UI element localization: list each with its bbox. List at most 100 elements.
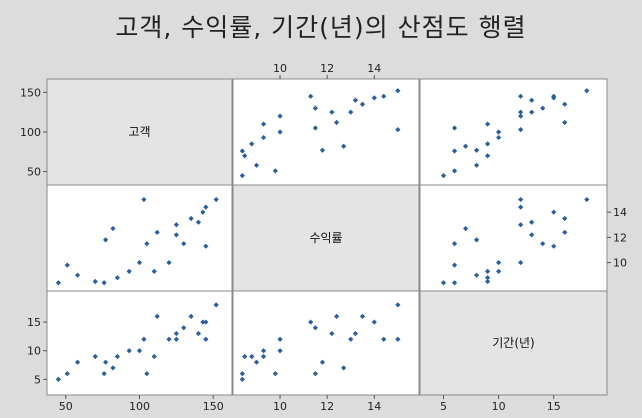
- scatter-point: [55, 280, 62, 286]
- scatter-point: [341, 143, 347, 149]
- scatter-point: [473, 147, 480, 153]
- tick-label: 50: [59, 400, 73, 413]
- scatter-point: [319, 147, 326, 153]
- scatter-point: [562, 101, 568, 107]
- variable-label: 기간(년): [492, 336, 534, 350]
- scatter-point: [312, 371, 318, 377]
- scatter-point: [253, 162, 260, 168]
- scatter-point: [92, 353, 98, 360]
- scatter-point: [395, 88, 401, 94]
- scatter-point: [312, 325, 318, 331]
- scatter-point: [451, 241, 458, 247]
- panel-1-0: [46, 184, 233, 292]
- scatter-point: [371, 319, 377, 325]
- scatter-point: [188, 313, 194, 319]
- scatter-point: [277, 336, 283, 342]
- scatter-point: [562, 229, 568, 235]
- scatter-point: [551, 93, 557, 99]
- scatter-point: [319, 359, 326, 365]
- tick-label: 100: [129, 400, 150, 413]
- scatter-point: [496, 134, 502, 141]
- scatter-point: [181, 325, 187, 331]
- scatter-point: [151, 268, 157, 274]
- tick-label: 14: [613, 206, 627, 219]
- scatter-point: [101, 371, 107, 377]
- scatter-point: [195, 330, 202, 337]
- scatter-point: [173, 330, 179, 337]
- scatter-point: [451, 280, 458, 286]
- scatter-point: [277, 129, 283, 135]
- scatter-point: [308, 319, 314, 325]
- tick-label: 10: [273, 400, 287, 413]
- tick-label: 14: [367, 400, 381, 413]
- scatter-point: [64, 371, 70, 377]
- scatter-point: [200, 319, 206, 325]
- scatter-point: [203, 336, 209, 342]
- panel-2-0: [46, 290, 233, 396]
- scatter-point: [242, 353, 248, 360]
- scatter-point: [485, 141, 491, 147]
- scatter-point: [395, 127, 401, 133]
- scatter-point: [395, 302, 401, 308]
- tick-label: 5: [440, 400, 447, 413]
- scatter-point: [473, 162, 480, 168]
- tick-label: 5: [34, 373, 41, 386]
- tick-label: 150: [20, 86, 41, 99]
- scatter-point: [440, 280, 447, 286]
- scatter-point: [540, 105, 546, 111]
- scatter-point: [239, 148, 245, 154]
- scatter-point: [213, 302, 219, 308]
- panel-0-2: [419, 78, 608, 186]
- scatter-point: [144, 241, 150, 247]
- scatter-point: [102, 237, 109, 243]
- scatter-point: [213, 196, 219, 203]
- scatter-point: [260, 348, 267, 354]
- scatter-point: [136, 259, 143, 266]
- scatter-point: [562, 119, 568, 126]
- scatter-point: [74, 359, 81, 365]
- tick-label: 10: [613, 257, 627, 270]
- scatter-point: [126, 348, 132, 354]
- panel-0-0: [46, 78, 233, 186]
- scatter-point: [451, 125, 458, 131]
- scatter-point: [101, 280, 107, 286]
- scatter-point: [540, 241, 546, 247]
- scatter-point: [239, 173, 245, 179]
- scatter-point: [154, 313, 160, 319]
- tick-label: 15: [27, 316, 41, 329]
- scatter-point: [381, 93, 387, 99]
- scatter-point: [551, 243, 557, 249]
- scatter-point: [141, 336, 147, 342]
- scatter-point: [352, 330, 359, 337]
- scatter-point: [312, 105, 318, 111]
- scatter-point: [359, 313, 366, 319]
- scatter-point: [74, 272, 81, 278]
- scatter-point: [584, 88, 590, 94]
- scatter-point: [166, 336, 172, 342]
- scatter-point: [173, 222, 179, 228]
- scatter-point: [126, 268, 132, 274]
- scatter-point: [253, 359, 260, 365]
- scatter-point: [203, 243, 209, 249]
- tick-label: 10: [27, 345, 41, 358]
- scatter-point: [485, 121, 491, 127]
- tick-label: 15: [547, 400, 561, 413]
- scatter-point: [195, 219, 202, 225]
- scatter-point: [485, 153, 491, 159]
- scatter-point: [141, 196, 147, 203]
- panel-2-1: [232, 290, 420, 396]
- scatter-point: [144, 371, 150, 377]
- scatter-point: [239, 376, 245, 383]
- scatter-point: [529, 219, 535, 225]
- scatter-point: [173, 232, 179, 238]
- scatter-point: [312, 125, 318, 131]
- scatter-point: [334, 313, 340, 319]
- scatter-point: [485, 275, 491, 281]
- scatter-point: [451, 262, 458, 268]
- tick-label: 14: [367, 62, 381, 75]
- scatter-point: [551, 209, 557, 215]
- scatter-point: [529, 232, 535, 238]
- scatter-point: [584, 196, 590, 203]
- scatter-point: [485, 268, 491, 274]
- scatter-point: [242, 153, 248, 159]
